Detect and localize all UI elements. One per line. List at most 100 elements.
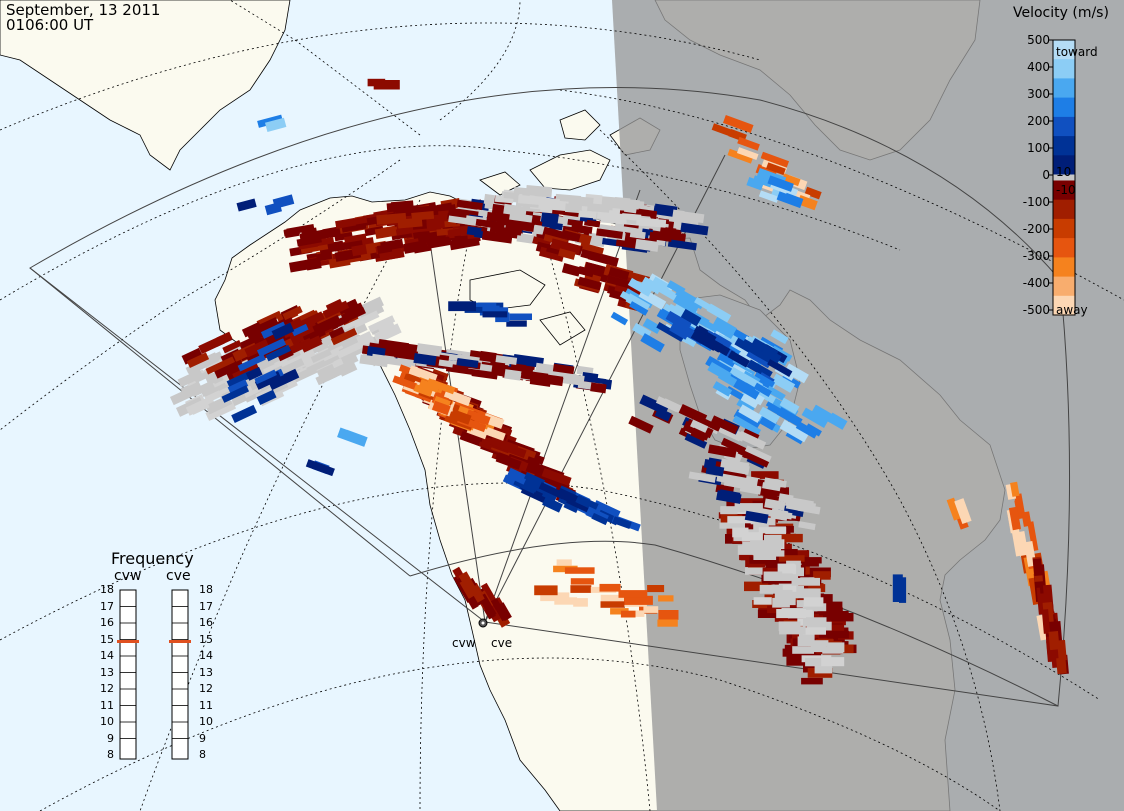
velocity-cell [520,370,549,382]
velocity-cell [490,597,509,622]
frequency-tick: 9 [107,731,114,745]
velocity-cell [712,381,733,397]
frequency-gauges [117,589,191,760]
velocity-cell [800,577,815,584]
velocity-cell [801,677,823,685]
velocity-cell [760,346,782,364]
velocity-cell [1010,481,1020,497]
velocity-cell [720,506,738,515]
velocity-cell [746,359,773,380]
velocity-cell [373,80,400,90]
velocity-cell [813,571,831,580]
velocity-cell [610,608,629,615]
velocity-cell [584,219,601,228]
velocity-cell [733,409,761,430]
velocity-cell [1011,530,1024,557]
velocity-cell [577,276,602,291]
velocity-cell [610,311,629,326]
colorbar-toward-label: toward [1056,45,1098,59]
velocity-cell [823,611,849,621]
velocity-cells [169,78,1069,685]
velocity-cell [237,353,266,372]
velocity-cell [770,329,789,345]
velocity-cell [640,333,665,353]
frequency-tick: 14 [199,649,213,662]
velocity-cell [568,195,594,207]
velocity-cell [570,585,592,593]
velocity-cell [792,646,814,654]
velocity-cell [803,617,827,627]
velocity-cell [801,558,819,567]
colorbar-segment [1053,295,1075,316]
colorbar-tick-minus-10: -10 [1056,183,1076,197]
velocity-cell [541,468,572,486]
velocity-cell [280,358,305,375]
velocity-cell [310,348,332,363]
velocity-cell [758,550,785,557]
velocity-cell [477,361,509,373]
velocity-cell [719,437,750,459]
velocity-cell [666,280,686,296]
velocity-cell [291,323,309,337]
velocity-cell [592,500,621,520]
frequency-tick: 13 [100,665,114,679]
velocity-cell [612,516,632,530]
velocity-cell [655,396,680,413]
velocity-cell [786,656,808,666]
velocity-cell [256,310,282,327]
velocity-cell [752,372,776,390]
velocity-cell [264,117,287,132]
velocity-cell [268,368,300,391]
velocity-cell [738,404,762,424]
velocity-cell [328,326,346,341]
velocity-cell [737,136,760,151]
frequency-tick: 11 [100,698,114,712]
velocity-cell [781,549,798,558]
colorbar-tick-minus-400: -400 [1022,276,1050,290]
velocity-cell [378,339,410,351]
velocity-cell [668,211,700,226]
velocity-cell [805,657,822,667]
velocity-cell [774,589,793,600]
velocity-cell [752,175,775,189]
velocity-cell [758,406,781,425]
frequency-tick: 18 [100,583,114,596]
velocity-cell [706,303,732,323]
velocity-cell [465,409,491,426]
velocity-cell [564,203,583,214]
velocity-cell [739,482,762,495]
velocity-cell [403,240,428,254]
velocity-cell [729,366,758,388]
velocity-cell [449,236,480,251]
velocity-cell [749,556,767,564]
velocity-cell [438,359,454,368]
velocity-cell [712,316,737,336]
velocity-cell [758,527,787,534]
velocity-cell [767,175,794,192]
velocity-cell [411,211,435,221]
velocity-cell [629,301,649,316]
colorbar-segment [1053,155,1075,176]
velocity-cell [680,308,702,327]
colorbar-segment [1053,40,1075,60]
velocity-cell [784,363,809,384]
velocity-cell [1056,657,1067,675]
velocity-cell [522,477,540,493]
velocity-cell [618,590,648,598]
velocity-colorbar [1049,39,1076,316]
colorbar-segment [1053,257,1075,278]
velocity-cell [456,199,483,211]
velocity-cell [621,213,642,221]
velocity-cell [736,147,759,161]
velocity-cell [552,363,575,375]
velocity-cell [772,597,790,608]
velocity-cell [764,498,786,511]
velocity-cell [456,357,479,369]
velocity-cell [797,636,813,647]
frequency-tick: 8 [199,748,206,761]
velocity-cell [760,151,790,168]
velocity-cell [330,328,358,346]
velocity-cell [591,512,609,526]
